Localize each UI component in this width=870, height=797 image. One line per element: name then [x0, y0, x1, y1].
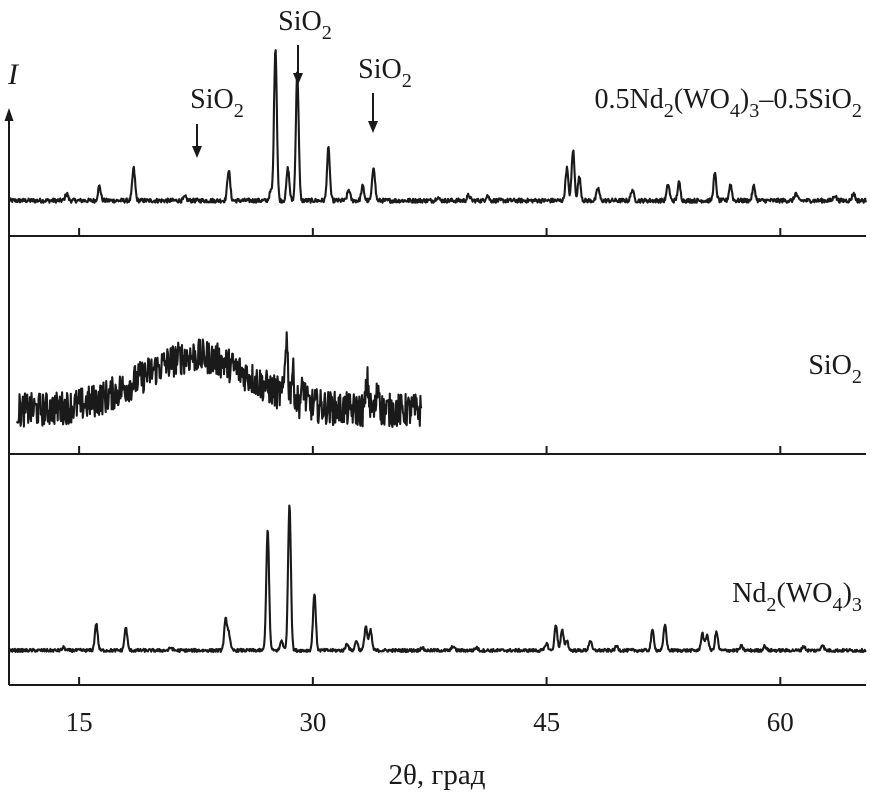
x-tick-label: 60: [767, 707, 794, 737]
x-axis-title: 2θ, град: [389, 759, 486, 791]
traces: [8, 49, 867, 654]
y-axis-arrow: [4, 108, 14, 121]
x-tick-label: 15: [66, 707, 93, 737]
sio2-annotation-label: SiO2: [358, 54, 412, 92]
annotation-arrow-head: [293, 73, 303, 85]
trace-series-2: [15, 331, 423, 428]
trace-series-1: [8, 49, 867, 204]
x-tick-label: 45: [533, 707, 560, 737]
trace-series-3: [8, 504, 867, 654]
series-label-2: SiO2: [808, 350, 862, 388]
sio2-annotation-label: SiO2: [278, 6, 332, 44]
sio2-annotation-label: SiO2: [190, 84, 244, 122]
series-label-1: 0.5Nd2(WO4)3–0.5SiO2: [595, 84, 863, 122]
x-tick-label: 30: [299, 707, 326, 737]
x-ticks: 15 30 45 60: [66, 228, 794, 737]
annotations: SiO2 SiO2 SiO2: [190, 6, 412, 158]
labels: I 2θ, град 0.5Nd2(WO4)3–0.5SiO2 SiO2 Nd2(W…: [7, 58, 862, 791]
series-label-3: Nd2(WO4)3: [732, 578, 862, 616]
y-axis-label: I: [7, 58, 20, 91]
annotation-arrow-head: [192, 146, 202, 158]
annotation-arrow-head: [368, 121, 378, 133]
axes: [4, 108, 866, 686]
